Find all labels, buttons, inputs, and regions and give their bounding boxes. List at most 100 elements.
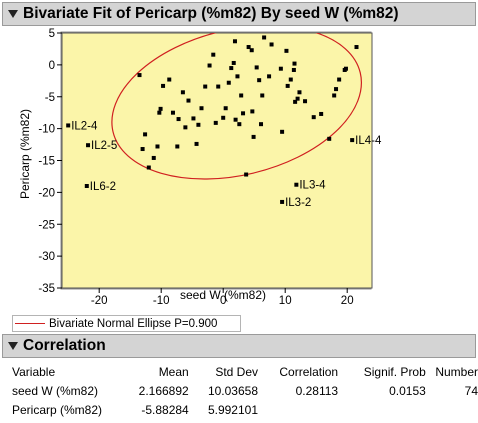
data-point	[337, 77, 342, 82]
correlation-section-title: Correlation	[23, 337, 106, 354]
data-point	[285, 83, 290, 88]
data-point	[151, 155, 156, 160]
legend-line-swatch	[15, 323, 45, 324]
y-axis-title: Pericarp (%m82)	[18, 109, 32, 199]
data-point	[280, 129, 285, 134]
data-point	[267, 74, 272, 79]
table-cell: -5.88284	[141, 402, 189, 417]
x-tick-label: 20	[341, 295, 354, 307]
data-point	[191, 116, 196, 121]
data-point	[254, 65, 259, 70]
point-label: IL2-5	[91, 140, 117, 152]
data-point	[354, 45, 359, 50]
data-point	[251, 134, 256, 139]
point-label: IL4-4	[355, 135, 382, 147]
x-tick-label: 0	[220, 295, 226, 307]
data-point	[244, 172, 249, 177]
column-header: Std Dev	[215, 364, 258, 379]
fit-section-title: Bivariate Fit of Pericarp (%m82) By seed…	[23, 5, 399, 22]
y-tick-label: -35	[38, 283, 55, 295]
legend: Bivariate Normal Ellipse P=0.900	[12, 315, 241, 332]
data-point	[157, 110, 162, 115]
data-point	[229, 66, 234, 71]
y-axis-label: Pericarp (%m82)	[18, 109, 32, 199]
table-cell: 2.166892	[138, 383, 189, 398]
data-point	[196, 122, 201, 127]
data-point	[327, 136, 332, 141]
correlation-table: Variable Mean Std Dev Correlation Signif…	[12, 362, 478, 419]
data-point	[241, 111, 246, 116]
data-point	[297, 90, 302, 95]
data-point	[180, 90, 185, 95]
data-point	[235, 74, 240, 79]
data-point	[350, 138, 355, 143]
data-point	[176, 117, 181, 122]
y-tick-label: -25	[38, 219, 55, 231]
data-point	[246, 45, 251, 50]
data-point	[186, 98, 191, 103]
data-point	[211, 52, 216, 57]
column-header: Mean	[158, 364, 189, 379]
y-tick-label: -5	[45, 92, 55, 104]
data-point	[213, 120, 218, 125]
data-point	[295, 96, 300, 101]
data-point	[250, 109, 255, 114]
y-axis: -35 -30 -25 -20 -15 -10 -5 0 5	[38, 28, 62, 295]
data-point	[143, 132, 148, 137]
data-point	[146, 165, 151, 170]
data-point	[84, 184, 89, 188]
scatter-plot[interactable]: Pericarp (%m82) -35 -30 -25 -20 -15 -10 -5 0 5 -…	[0, 26, 478, 316]
data-point	[292, 61, 297, 66]
table-cell: 10.03658	[207, 383, 258, 398]
data-point	[167, 77, 172, 82]
y-tick-label: -30	[38, 251, 55, 263]
data-point	[207, 63, 212, 68]
data-point	[158, 106, 163, 111]
table-cell	[258, 400, 338, 419]
triangle-down-icon[interactable]	[8, 10, 18, 18]
data-point	[233, 117, 238, 122]
data-point	[216, 84, 221, 89]
bivariate-normal-ellipse	[111, 33, 363, 180]
data-point	[231, 60, 236, 65]
table-cell	[426, 400, 478, 419]
data-point	[262, 35, 267, 40]
data-point	[221, 115, 226, 120]
plot-area	[61, 32, 373, 289]
fit-section-header[interactable]: Bivariate Fit of Pericarp (%m82) By seed…	[2, 2, 476, 26]
data-point	[86, 143, 91, 148]
data-point	[175, 144, 180, 149]
data-point	[293, 99, 298, 104]
correlation-section-header[interactable]: Correlation	[2, 334, 476, 358]
y-tick-label: 5	[49, 28, 55, 40]
data-point	[161, 83, 166, 88]
y-tick-label: -20	[38, 187, 55, 199]
data-points	[66, 35, 359, 204]
data-point	[260, 93, 265, 98]
data-point	[303, 99, 308, 104]
data-point	[66, 123, 71, 128]
column-header: Number	[435, 364, 478, 379]
x-axis: -20 -10 0 10 20	[91, 288, 354, 307]
point-label: IL2-4	[71, 120, 98, 132]
data-point	[334, 87, 339, 92]
point-label: IL3-4	[299, 180, 326, 192]
data-point	[239, 93, 244, 98]
data-point	[232, 39, 237, 44]
y-tick-label: 0	[49, 60, 55, 72]
data-point	[291, 67, 296, 72]
y-tick-label: -15	[38, 156, 55, 168]
data-point	[311, 115, 316, 120]
x-tick-label: 10	[279, 295, 292, 307]
triangle-down-icon[interactable]	[8, 342, 18, 350]
data-point	[226, 80, 231, 85]
data-point	[137, 73, 142, 78]
data-point	[183, 125, 188, 130]
data-point	[194, 141, 199, 146]
data-point	[319, 111, 324, 116]
data-point	[288, 77, 293, 82]
data-point	[249, 48, 254, 53]
data-point	[332, 93, 337, 98]
table-row: Pericarp (%m82) -5.88284 5.992101	[12, 400, 478, 419]
table-cell	[338, 400, 426, 419]
